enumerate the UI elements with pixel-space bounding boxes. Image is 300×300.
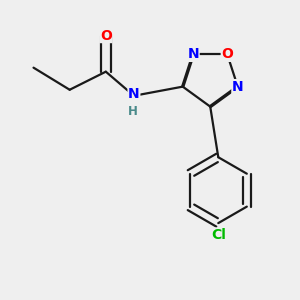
Text: O: O: [221, 47, 233, 61]
Text: N: N: [232, 80, 244, 94]
Text: Cl: Cl: [211, 228, 226, 242]
Text: O: O: [100, 28, 112, 43]
Text: N: N: [128, 87, 140, 101]
Text: H: H: [128, 104, 138, 118]
Text: N: N: [188, 47, 199, 61]
